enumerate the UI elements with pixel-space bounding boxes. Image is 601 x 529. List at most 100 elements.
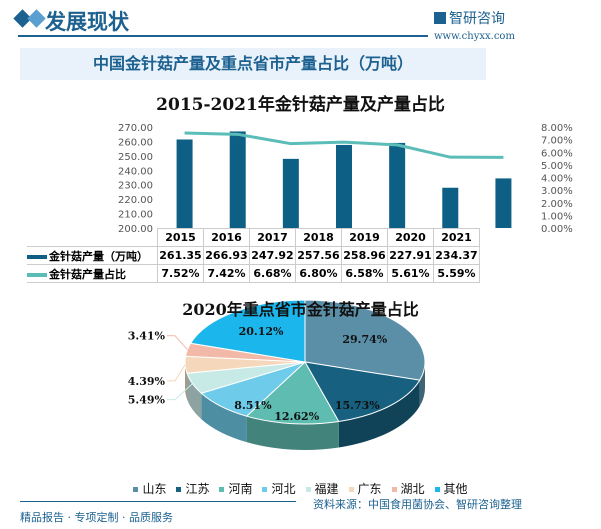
legend-swatch [133,487,139,492]
data-label: 7.52% [157,264,204,283]
x-tick: 2015 [157,228,204,247]
data-label: 7.42% [203,264,250,283]
header-divider [18,35,428,37]
legend-swatch [176,487,182,492]
legend-item: 其他 [434,482,468,496]
y-right-tick: 2.00% [541,199,573,210]
y-left-tick: 230.00 [118,181,153,192]
slogan: 精品报告 · 专项定制 · 品质服务 [20,511,173,524]
legend-swatch [219,487,225,492]
slice-label: 15.73% [335,399,380,412]
x-tick: 2019 [341,228,388,247]
pie-side-江苏 [338,380,420,448]
pie-legend: 山东 江苏 河南 河北 福建 广东 湖北 其他 [0,480,601,497]
series-name: 金针菇产量占比 [27,264,158,283]
x-tick: 2018 [295,228,342,247]
leader-line [167,364,186,382]
data-label: 247.92 [249,246,296,265]
x-tick: 2021 [433,228,480,247]
slice-label: 4.39% [128,375,166,388]
y-right-tick: 5.00% [541,161,573,172]
table-row: 金针菇产量（万吨） 261.35 266.93 247.92 257.56 258.96 2… [27,246,480,265]
data-label: 234.37 [433,246,480,265]
y-right-tick: 6.00% [541,148,573,159]
legend-swatch [27,254,47,259]
y-right-tick: 3.00% [541,186,573,197]
data-label: 266.93 [203,246,250,265]
legend-swatch [305,487,311,492]
legend-swatch [434,487,440,492]
x-tick: 2017 [249,228,296,247]
data-label: 6.68% [249,264,296,283]
legend-item: 湖北 [391,482,425,496]
leader-line [167,383,193,401]
legend-item: 河北 [262,482,296,496]
logo-text: 智研咨询 [449,11,505,27]
legend-swatch [262,487,268,492]
pie-slice-江苏 [304,361,421,423]
data-label: 6.80% [295,264,342,283]
bar-2016 [229,131,246,228]
pie-slice-山东 [304,299,426,381]
y-left-tick: 210.00 [118,210,153,221]
data-table: 2015 2016 2017 2018 2019 2020 2021 金针菇产量（万吨） 261… [27,228,480,283]
slice-label: 3.41% [128,330,166,343]
slice-label: 20.12% [239,325,284,338]
slice-label: 8.51% [234,399,272,412]
site-url: www.chyxx.com [434,31,515,42]
banner-title: 中国金针菇产量及重点省市产量占比（万吨） [20,48,486,80]
bar-2017 [282,158,299,228]
y-left-tick: 240.00 [118,166,153,177]
data-label: 6.58% [341,264,388,283]
data-label: 5.59% [433,264,480,283]
y-right-tick: 8.00% [541,123,573,134]
legend-item: 福建 [305,482,339,496]
y-left-tick: 270.00 [118,123,153,134]
leader-line [167,335,188,351]
source-note: 资料来源：中国食用菌协会、智研咨询整理 [313,498,522,511]
section-title: 发展现状 [45,10,129,34]
data-label: 261.35 [157,246,204,265]
y-left-tick: 260.00 [118,137,153,148]
share-line [184,131,504,159]
bar-2021 [495,178,512,228]
y-left-tick: 250.00 [118,152,153,163]
chart1-title: 2015-2021年金针菇产量及产量占比 [156,95,445,115]
y-left-tick: 220.00 [118,195,153,206]
bar-2019 [389,142,406,228]
pie-side-山东 [419,362,425,407]
y-right-tick: 1.00% [541,211,573,222]
table-row: 金针菇产量占比 7.52% 7.42% 6.68% 6.80% 6.58% 5.61% 5.5… [27,264,480,283]
data-label: 5.61% [387,264,434,283]
data-label: 258.96 [341,246,388,265]
legend-item: 广东 [348,482,382,496]
legend-item: 山东 [133,482,166,496]
pie-side-河南 [246,416,339,450]
x-tick: 2016 [203,228,250,247]
legend-swatch [27,272,47,277]
chart2-title: 2020年重点省市金针菇产量占比 [182,300,419,319]
data-label: 227.91 [387,246,434,265]
legend-item: 江苏 [176,482,209,496]
data-label: 257.56 [295,246,342,265]
y-right-tick: 7.00% [541,136,573,147]
logo-icon [434,12,446,24]
pie-slice-河南 [245,361,340,425]
y-left-tick: 200.00 [118,224,153,235]
y-right-tick: 0.00% [541,224,573,235]
bar-2018 [336,144,352,228]
y-right-tick: 4.00% [541,174,573,185]
x-tick: 2020 [387,228,434,247]
footer-divider [20,501,296,502]
legend-swatch [348,487,354,492]
pie-slice-其他 [189,299,306,363]
logo: 智研咨询 [434,8,505,28]
pie-side-河北 [201,393,247,443]
legend-item: 河南 [219,482,252,496]
slice-label: 12.62% [274,410,319,423]
series-name: 金针菇产量（万吨） [27,246,158,265]
bar-2015 [176,139,193,228]
slice-label: 5.49% [128,394,166,407]
slice-label: 29.74% [342,333,387,346]
